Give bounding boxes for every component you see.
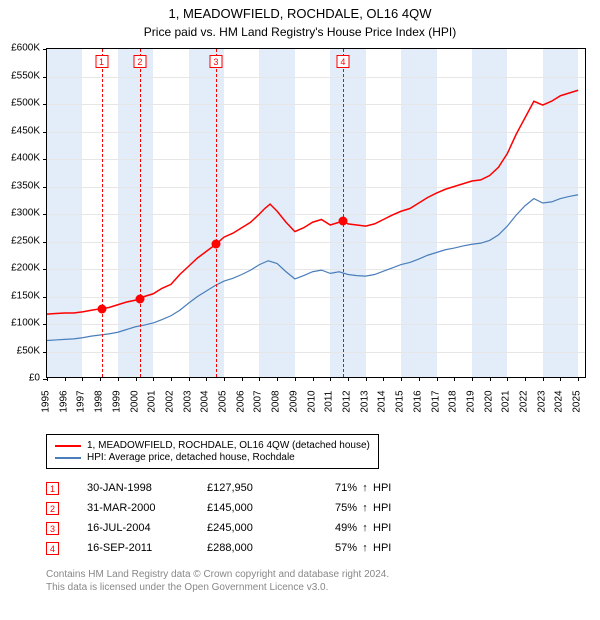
x-axis-label: 2016 <box>412 390 423 412</box>
sale-index: 2 <box>46 502 59 515</box>
x-axis-label: 2009 <box>288 390 299 412</box>
footer-line: This data is licensed under the Open Gov… <box>46 581 389 594</box>
y-axis-label: £100K <box>11 318 40 329</box>
y-axis-label: £200K <box>11 263 40 274</box>
legend-label: 1, MEADOWFIELD, ROCHDALE, OL16 4QW (deta… <box>87 440 370 451</box>
y-axis-label: £350K <box>11 180 40 191</box>
x-axis-label: 1999 <box>111 390 122 412</box>
x-axis-label: 2019 <box>465 390 476 412</box>
legend-item: 1, MEADOWFIELD, ROCHDALE, OL16 4QW (deta… <box>55 440 370 451</box>
x-axis-label: 2002 <box>164 390 175 412</box>
sale-marker-box: 4 <box>336 55 349 68</box>
legend: 1, MEADOWFIELD, ROCHDALE, OL16 4QW (deta… <box>46 434 379 469</box>
x-axis-label: 2024 <box>554 390 565 412</box>
x-axis-label: 2020 <box>483 390 494 412</box>
y-axis-label: £550K <box>11 70 40 81</box>
x-axis-label: 2007 <box>253 390 264 412</box>
y-axis-label: £0 <box>29 373 40 384</box>
up-arrow-icon: ↑ <box>357 502 373 514</box>
sale-date: 30-JAN-1998 <box>87 482 207 494</box>
x-axis-label: 2021 <box>501 390 512 412</box>
chart-title: 1, MEADOWFIELD, ROCHDALE, OL16 4QW <box>0 0 600 23</box>
sale-pct: 75% <box>307 502 357 514</box>
y-axis-label: £500K <box>11 98 40 109</box>
x-axis-label: 2010 <box>306 390 317 412</box>
sale-index: 1 <box>46 482 59 495</box>
x-axis-label: 1995 <box>41 390 52 412</box>
x-axis-label: 2005 <box>218 390 229 412</box>
series-line <box>47 90 578 314</box>
sale-row: 1 30-JAN-1998£127,95071%↑HPI <box>46 478 413 498</box>
footer: Contains HM Land Registry data © Crown c… <box>46 568 389 594</box>
x-axis-label: 2004 <box>200 390 211 412</box>
x-axis-label: 2001 <box>147 390 158 412</box>
footer-line: Contains HM Land Registry data © Crown c… <box>46 568 389 581</box>
y-axis-label: £150K <box>11 290 40 301</box>
y-axis-label: £600K <box>11 43 40 54</box>
x-axis-label: 2006 <box>235 390 246 412</box>
x-axis-label: 2018 <box>448 390 459 412</box>
sales-table: 130-JAN-1998£127,95071%↑HPI231-MAR-2000£… <box>46 478 413 558</box>
x-axis-label: 2000 <box>129 390 140 412</box>
chart-subtitle: Price paid vs. HM Land Registry's House … <box>0 23 600 39</box>
sale-pct: 49% <box>307 522 357 534</box>
legend-item: HPI: Average price, detached house, Roch… <box>55 452 370 463</box>
y-axis-label: £50K <box>17 345 40 356</box>
sale-pct: 71% <box>307 482 357 494</box>
legend-label: HPI: Average price, detached house, Roch… <box>87 452 295 463</box>
x-axis-label: 2015 <box>395 390 406 412</box>
x-axis-label: 2012 <box>341 390 352 412</box>
x-axis-label: 2017 <box>430 390 441 412</box>
sale-index: 4 <box>46 542 59 555</box>
plot-region: 1 2 3 4 <box>46 48 586 378</box>
sale-hpi-label: HPI <box>373 502 413 514</box>
up-arrow-icon: ↑ <box>357 482 373 494</box>
x-axis-label: 1996 <box>58 390 69 412</box>
sale-dot <box>338 216 347 225</box>
x-axis-label: 1998 <box>94 390 105 412</box>
x-axis-label: 2008 <box>271 390 282 412</box>
sale-hpi-label: HPI <box>373 522 413 534</box>
x-axis-label: 2023 <box>536 390 547 412</box>
x-axis-label: 2022 <box>519 390 530 412</box>
y-axis-label: £400K <box>11 153 40 164</box>
up-arrow-icon: ↑ <box>357 522 373 534</box>
y-axis-label: £450K <box>11 125 40 136</box>
sale-dot <box>211 240 220 249</box>
x-axis-label: 2025 <box>572 390 583 412</box>
sale-dot <box>135 295 144 304</box>
x-axis-label: 2011 <box>324 391 335 413</box>
sale-dot <box>97 304 106 313</box>
y-axis-label: £250K <box>11 235 40 246</box>
sale-marker-box: 3 <box>209 55 222 68</box>
sale-pct: 57% <box>307 542 357 554</box>
x-axis-label: 2014 <box>377 390 388 412</box>
sale-price: £145,000 <box>207 502 307 514</box>
sale-date: 16-SEP-2011 <box>87 542 207 554</box>
sale-marker-box: 2 <box>133 55 146 68</box>
sale-index: 3 <box>46 522 59 535</box>
sale-row: 4 16-SEP-2011£288,00057%↑HPI <box>46 538 413 558</box>
x-axis-label: 2003 <box>182 390 193 412</box>
sale-hpi-label: HPI <box>373 482 413 494</box>
sale-hpi-label: HPI <box>373 542 413 554</box>
sale-row: 3 16-JUL-2004£245,00049%↑HPI <box>46 518 413 538</box>
chart-container: 1, MEADOWFIELD, ROCHDALE, OL16 4QW Price… <box>0 0 600 620</box>
line-layer <box>47 49 587 379</box>
y-axis-label: £300K <box>11 208 40 219</box>
legend-swatch <box>55 445 81 447</box>
sale-price: £288,000 <box>207 542 307 554</box>
x-axis-label: 2013 <box>359 390 370 412</box>
up-arrow-icon: ↑ <box>357 542 373 554</box>
sale-marker-box: 1 <box>95 55 108 68</box>
chart-area: 1234 £0£50K£100K£150K£200K£250K£300K£350… <box>46 48 586 408</box>
x-axis-label: 1997 <box>76 390 87 412</box>
sale-price: £245,000 <box>207 522 307 534</box>
legend-swatch <box>55 457 81 459</box>
sale-date: 16-JUL-2004 <box>87 522 207 534</box>
sale-price: £127,950 <box>207 482 307 494</box>
sale-date: 31-MAR-2000 <box>87 502 207 514</box>
sale-row: 2 31-MAR-2000£145,00075%↑HPI <box>46 498 413 518</box>
series-line <box>47 195 578 341</box>
